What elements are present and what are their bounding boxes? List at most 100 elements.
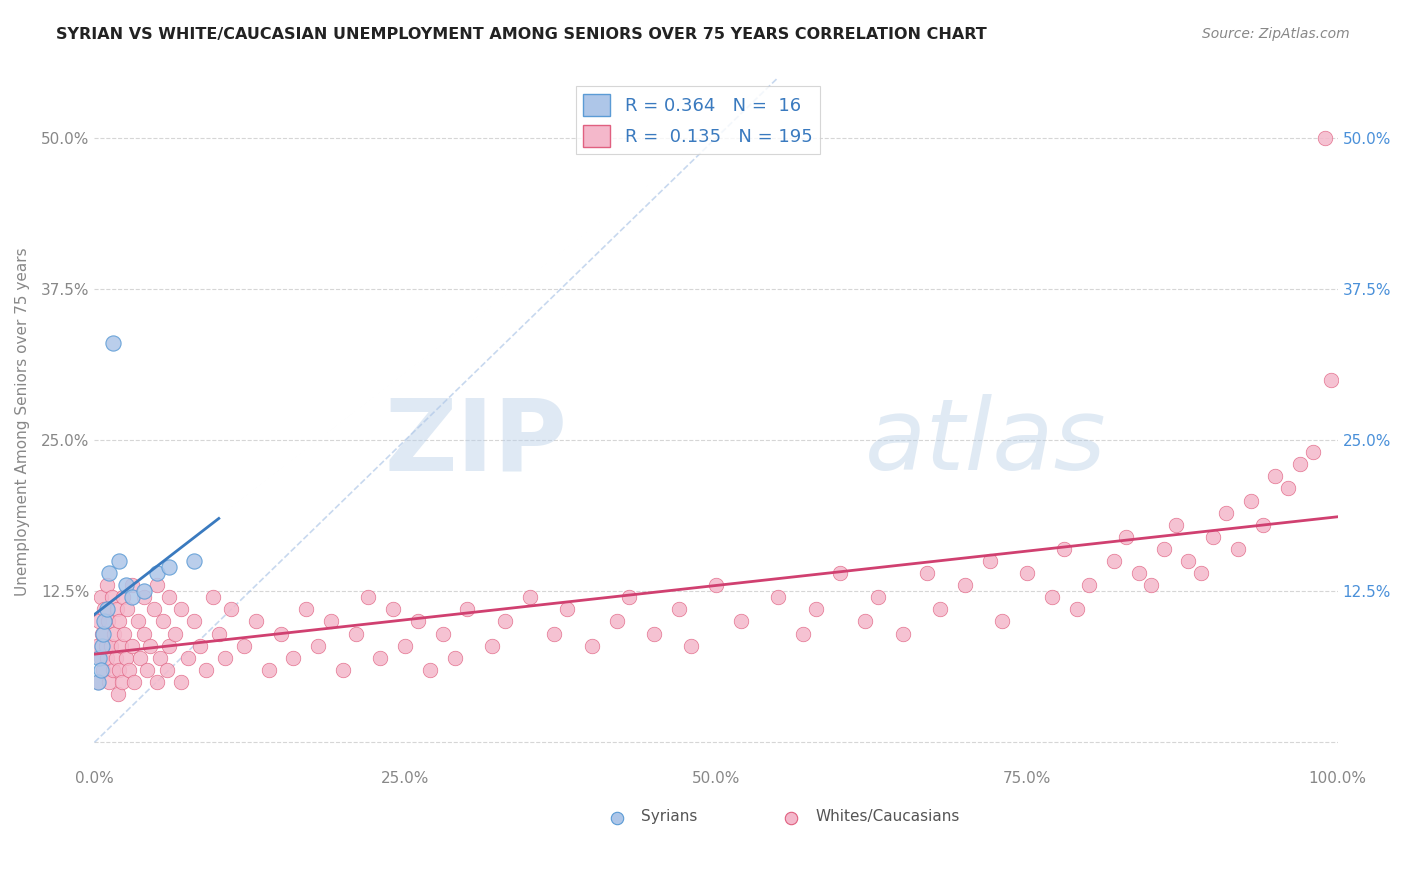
- Point: [111, 674, 134, 689]
- Point: [96, 578, 118, 592]
- Text: ZIP: ZIP: [384, 394, 567, 491]
- Point: [1053, 541, 1076, 556]
- Point: [704, 578, 727, 592]
- Point: [766, 591, 789, 605]
- Point: [928, 602, 950, 616]
- Point: [1128, 566, 1150, 580]
- Point: [1040, 591, 1063, 605]
- Point: [1164, 517, 1187, 532]
- Point: [1177, 554, 1199, 568]
- Point: [90, 663, 112, 677]
- Point: [307, 639, 329, 653]
- Point: [1015, 566, 1038, 580]
- Point: [1078, 578, 1101, 592]
- Point: [1320, 373, 1343, 387]
- Point: [93, 602, 115, 616]
- Point: [127, 615, 149, 629]
- Point: [1315, 131, 1337, 145]
- Point: [121, 591, 143, 605]
- Point: [419, 663, 441, 677]
- Point: [979, 554, 1001, 568]
- Point: [157, 639, 180, 653]
- Point: [1140, 578, 1163, 592]
- Point: [104, 650, 127, 665]
- Point: [406, 615, 429, 629]
- Point: [135, 663, 157, 677]
- Point: [953, 578, 976, 592]
- Y-axis label: Unemployment Among Seniors over 75 years: Unemployment Among Seniors over 75 years: [15, 248, 30, 596]
- Point: [97, 615, 120, 629]
- Point: [1153, 541, 1175, 556]
- Point: [214, 650, 236, 665]
- Point: [456, 602, 478, 616]
- Point: [581, 639, 603, 653]
- Point: [1189, 566, 1212, 580]
- Point: [444, 650, 467, 665]
- Point: [165, 626, 187, 640]
- Point: [494, 615, 516, 629]
- Point: [201, 591, 224, 605]
- Text: SYRIAN VS WHITE/CAUCASIAN UNEMPLOYMENT AMONG SENIORS OVER 75 YEARS CORRELATION C: SYRIAN VS WHITE/CAUCASIAN UNEMPLOYMENT A…: [56, 27, 987, 42]
- Point: [195, 663, 218, 677]
- Point: [121, 578, 143, 592]
- Point: [145, 578, 167, 592]
- Point: [295, 602, 318, 616]
- Point: [145, 566, 167, 580]
- Point: [1066, 602, 1088, 616]
- Point: [121, 639, 143, 653]
- Point: [319, 615, 342, 629]
- Point: [89, 615, 111, 629]
- Point: [155, 663, 177, 677]
- Point: [89, 736, 111, 750]
- Point: [1215, 506, 1237, 520]
- Point: [208, 626, 231, 640]
- Point: [1227, 541, 1250, 556]
- Point: [149, 650, 172, 665]
- Point: [1239, 493, 1261, 508]
- Point: [917, 566, 939, 580]
- Point: [543, 626, 565, 640]
- Point: [87, 674, 110, 689]
- Point: [270, 626, 292, 640]
- Point: [188, 639, 211, 653]
- Point: [668, 602, 690, 616]
- Point: [96, 602, 118, 616]
- Point: [332, 663, 354, 677]
- Point: [617, 591, 640, 605]
- Point: [1251, 517, 1274, 532]
- Point: [357, 591, 380, 605]
- Point: [394, 639, 416, 653]
- Point: [122, 674, 145, 689]
- Point: [134, 584, 156, 599]
- Point: [98, 566, 121, 580]
- Point: [853, 615, 876, 629]
- Point: [519, 591, 541, 605]
- Point: [90, 650, 112, 665]
- Point: [152, 615, 174, 629]
- Point: [1115, 530, 1137, 544]
- Point: [606, 615, 628, 629]
- Point: [866, 591, 889, 605]
- Point: [643, 626, 665, 640]
- Point: [157, 560, 180, 574]
- Text: Source: ZipAtlas.com: Source: ZipAtlas.com: [1202, 27, 1350, 41]
- Point: [114, 578, 136, 592]
- Point: [107, 687, 129, 701]
- Point: [98, 674, 121, 689]
- Point: [891, 626, 914, 640]
- Point: [1302, 445, 1324, 459]
- Point: [170, 674, 193, 689]
- Point: [232, 639, 254, 653]
- Point: [830, 566, 852, 580]
- Point: [129, 650, 152, 665]
- Point: [114, 650, 136, 665]
- Point: [87, 674, 110, 689]
- Point: [432, 626, 454, 640]
- Point: [118, 663, 141, 677]
- Point: [555, 602, 578, 616]
- Point: [991, 615, 1014, 629]
- Point: [183, 554, 205, 568]
- Point: [134, 591, 156, 605]
- Text: Syrians: Syrians: [641, 809, 697, 823]
- Point: [101, 336, 124, 351]
